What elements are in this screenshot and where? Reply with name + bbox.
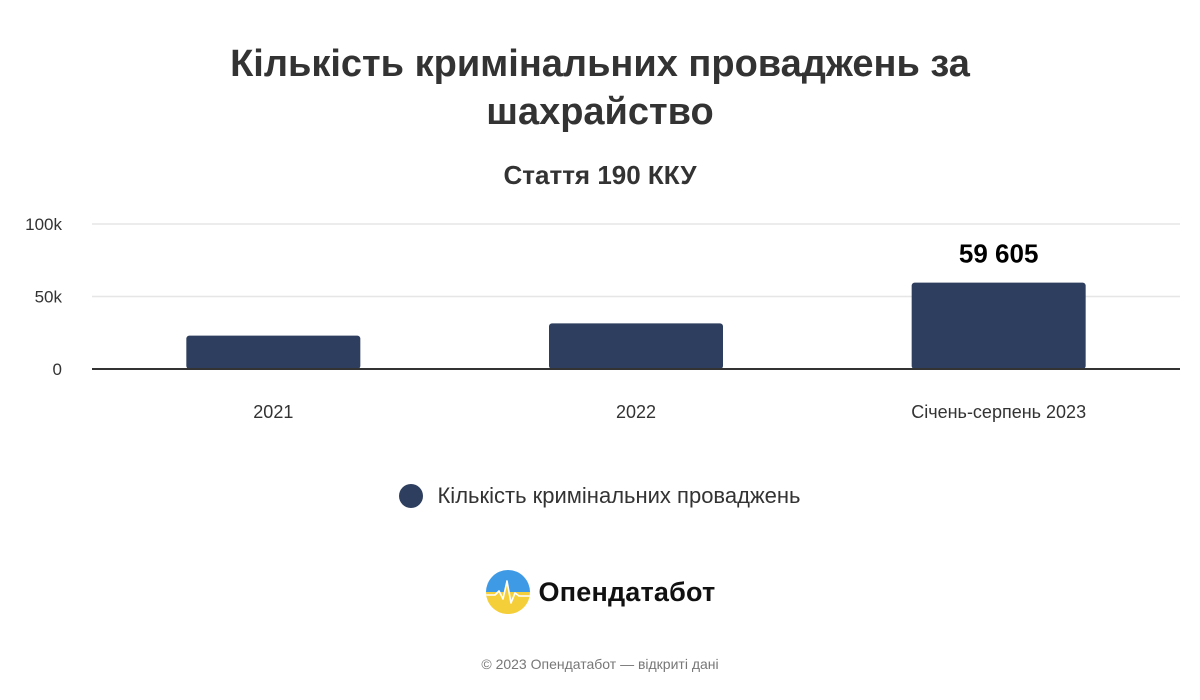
x-tick-label: 2021: [253, 402, 293, 422]
legend[interactable]: Кількість кримінальних проваджень: [0, 480, 1200, 512]
copyright: © 2023 Опендатабот — відкриті дані: [481, 656, 719, 672]
x-tick-label: 2022: [616, 402, 656, 422]
bar: [911, 282, 1086, 369]
y-tick-label: 50k: [35, 288, 63, 307]
x-tick-label: Січень-серпень 2023: [911, 402, 1086, 422]
bar: [549, 323, 723, 369]
chart-title: Кількість кримінальних проваджень за шах…: [230, 43, 970, 133]
bar: [186, 335, 361, 369]
brand-name: Опендатабот: [538, 576, 716, 607]
y-tick-label: 100k: [25, 215, 62, 234]
bar-chart: 0 50k 100k 2021 2022 59 605 Січень-серпень 202…: [25, 215, 1180, 422]
data-label: 59 605: [959, 239, 1039, 269]
brand: Опендатабот: [0, 568, 1200, 616]
legend-label: Кількість кримінальних проваджень: [437, 483, 801, 508]
y-tick-label: 0: [53, 360, 62, 379]
opendatabot-logo-icon: [485, 570, 530, 614]
chart-subtitle: Стаття 190 ККУ: [503, 160, 697, 190]
legend-swatch: [399, 484, 424, 508]
